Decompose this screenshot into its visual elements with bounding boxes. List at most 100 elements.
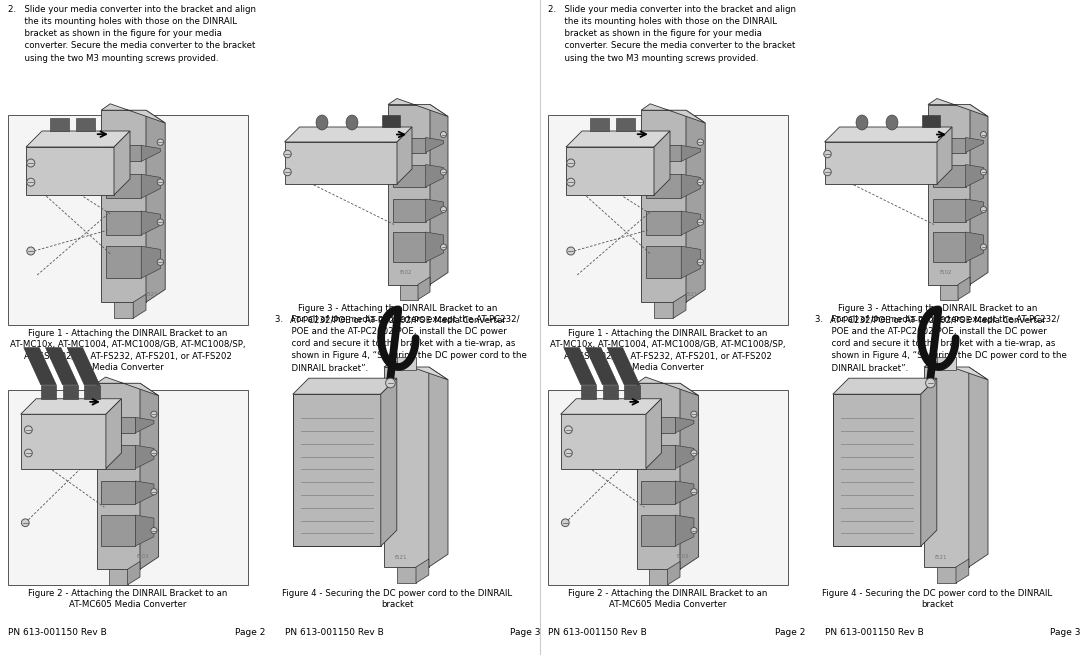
Polygon shape <box>940 284 958 299</box>
Text: f521: f521 <box>395 555 408 560</box>
Polygon shape <box>26 131 130 147</box>
Bar <box>392 138 426 153</box>
Polygon shape <box>928 105 970 284</box>
Polygon shape <box>686 110 705 302</box>
Text: f502: f502 <box>400 270 413 275</box>
Text: Figure 4 - Securing the DC power cord to the DINRAIL
bracket: Figure 4 - Securing the DC power cord to… <box>823 589 1053 609</box>
Ellipse shape <box>316 115 328 130</box>
Text: PN 613-001150 Rev B: PN 613-001150 Rev B <box>285 628 383 637</box>
Polygon shape <box>26 147 114 195</box>
Polygon shape <box>646 399 661 468</box>
Text: 3.   For all of the media converters except the AT-PC232/
      POE and the AT-P: 3. For all of the media converters excep… <box>275 315 527 373</box>
Circle shape <box>567 247 575 255</box>
Polygon shape <box>585 348 618 384</box>
Text: 3.   For all of the media converters except the AT-PC232/
      POE and the AT-P: 3. For all of the media converters excep… <box>815 315 1067 373</box>
Circle shape <box>22 519 29 527</box>
Bar <box>932 138 966 153</box>
Polygon shape <box>681 174 701 198</box>
Polygon shape <box>667 561 680 585</box>
Circle shape <box>981 244 986 250</box>
Bar <box>642 445 675 468</box>
Polygon shape <box>135 417 154 433</box>
Polygon shape <box>21 399 121 414</box>
Bar <box>392 164 426 187</box>
Polygon shape <box>293 378 396 394</box>
Polygon shape <box>135 515 154 546</box>
Bar <box>646 246 681 278</box>
Polygon shape <box>928 98 988 117</box>
Text: f502: f502 <box>940 270 953 275</box>
Text: 2.   Slide your media converter into the bracket and align
      the its mountin: 2. Slide your media converter into the b… <box>8 5 256 63</box>
Circle shape <box>27 159 35 167</box>
Circle shape <box>27 247 35 255</box>
Circle shape <box>824 168 832 176</box>
Polygon shape <box>102 110 146 302</box>
Polygon shape <box>616 118 635 131</box>
Polygon shape <box>109 569 127 585</box>
Polygon shape <box>561 414 646 468</box>
Circle shape <box>981 169 986 175</box>
Polygon shape <box>675 481 694 504</box>
Text: Page 3: Page 3 <box>1050 628 1080 637</box>
Circle shape <box>824 150 832 158</box>
Circle shape <box>158 139 163 145</box>
Text: PN 613-001150 Rev B: PN 613-001150 Rev B <box>8 628 107 637</box>
Circle shape <box>151 411 157 417</box>
Polygon shape <box>384 361 448 380</box>
Circle shape <box>151 527 157 534</box>
Polygon shape <box>642 110 686 302</box>
Circle shape <box>565 426 572 434</box>
Circle shape <box>386 378 395 388</box>
Polygon shape <box>824 142 937 184</box>
Text: Page 2: Page 2 <box>234 628 266 637</box>
Circle shape <box>691 450 697 456</box>
Polygon shape <box>141 174 161 198</box>
Circle shape <box>284 150 292 158</box>
Circle shape <box>691 411 697 417</box>
Text: Figure 1 - Attaching the DINRAIL Bracket to an
AT-MC10x, AT-MC1004, AT-MC1008/GB: Figure 1 - Attaching the DINRAIL Bracket… <box>10 329 246 372</box>
Polygon shape <box>426 199 444 221</box>
Circle shape <box>151 489 157 495</box>
Polygon shape <box>566 131 670 147</box>
Polygon shape <box>642 103 705 123</box>
Bar <box>646 174 681 198</box>
Ellipse shape <box>346 115 357 130</box>
Polygon shape <box>102 103 165 123</box>
Bar <box>382 115 400 127</box>
Text: f321: f321 <box>686 291 699 297</box>
Bar <box>396 358 416 370</box>
Polygon shape <box>384 367 429 567</box>
Bar <box>646 145 681 161</box>
Polygon shape <box>924 361 988 380</box>
Circle shape <box>567 178 575 186</box>
Polygon shape <box>426 138 444 153</box>
Text: Figure 2 - Attaching the DINRAIL Bracket to an
AT-MC605 Media Converter: Figure 2 - Attaching the DINRAIL Bracket… <box>568 589 768 609</box>
Bar <box>646 211 681 235</box>
Polygon shape <box>63 384 78 399</box>
Polygon shape <box>581 384 596 399</box>
Polygon shape <box>140 383 159 569</box>
Bar <box>102 445 135 468</box>
Polygon shape <box>67 348 99 384</box>
Polygon shape <box>590 118 609 131</box>
Polygon shape <box>624 384 639 399</box>
Polygon shape <box>561 399 661 414</box>
Polygon shape <box>636 377 699 396</box>
Polygon shape <box>135 445 154 468</box>
Bar <box>642 481 675 504</box>
Polygon shape <box>127 561 140 585</box>
Polygon shape <box>96 377 159 396</box>
Circle shape <box>698 179 703 185</box>
Bar <box>392 232 426 262</box>
Circle shape <box>27 178 35 186</box>
Polygon shape <box>966 199 984 221</box>
Circle shape <box>158 259 163 265</box>
Polygon shape <box>924 367 969 567</box>
Polygon shape <box>96 383 140 569</box>
Circle shape <box>158 219 163 225</box>
Polygon shape <box>76 118 95 131</box>
Bar <box>932 164 966 187</box>
Circle shape <box>926 378 935 388</box>
Polygon shape <box>649 569 667 585</box>
Polygon shape <box>397 127 411 184</box>
